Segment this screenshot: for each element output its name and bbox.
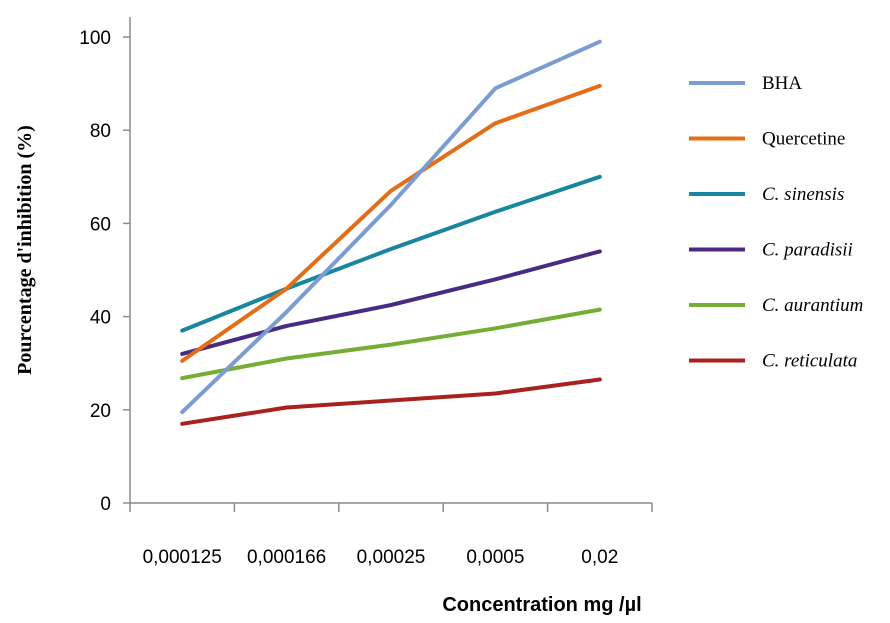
- x-tick-label: 0,02: [581, 547, 618, 568]
- series-line-c-paradisii: [180, 249, 602, 356]
- series-line-c-reticulata: [180, 377, 602, 426]
- x-tick-label: 0,00025: [357, 547, 426, 568]
- series-line-bha: [180, 39, 602, 415]
- legend-label: C. reticulata: [762, 351, 857, 372]
- series-line-c-sinensis: [180, 174, 602, 333]
- legend: BHA Quercetine C. sinensis C. paradisii C. a…: [689, 73, 863, 372]
- series-lines: [180, 39, 602, 426]
- y-axis-title: Pourcentage d'inhibition (%): [14, 125, 36, 375]
- legend-label: C. aurantium: [762, 295, 863, 316]
- legend-label: BHA: [762, 73, 802, 94]
- y-tick-label: 80: [90, 121, 111, 142]
- y-ticks: 0 20 40 60 80 100: [79, 28, 130, 515]
- y-tick-label: 100: [79, 28, 111, 49]
- x-tick-label: 0,000166: [247, 547, 326, 568]
- x-axis-title: Concentration mg /µl: [442, 594, 641, 616]
- x-axis: 0,000125 0,000166 0,00025 0,0005 0,02: [129, 502, 653, 568]
- x-tick-label: 0,0005: [466, 547, 524, 568]
- y-tick-label: 40: [90, 308, 111, 329]
- y-tick-label: 0: [100, 494, 111, 515]
- legend-label: Quercetine: [762, 129, 845, 150]
- y-tick-label: 20: [90, 401, 111, 422]
- y-axis: 0 20 40 60 80 100: [79, 17, 131, 515]
- series-line-quercetine: [180, 83, 602, 363]
- x-tick-label: 0,000125: [143, 547, 222, 568]
- legend-label: C. paradisii: [762, 240, 853, 261]
- x-ticks: 0,000125 0,000166 0,00025 0,0005 0,02: [129, 503, 653, 568]
- y-tick-label: 60: [90, 214, 111, 235]
- legend-label: C. sinensis: [762, 184, 844, 205]
- series-line-c-aurantium: [180, 307, 602, 381]
